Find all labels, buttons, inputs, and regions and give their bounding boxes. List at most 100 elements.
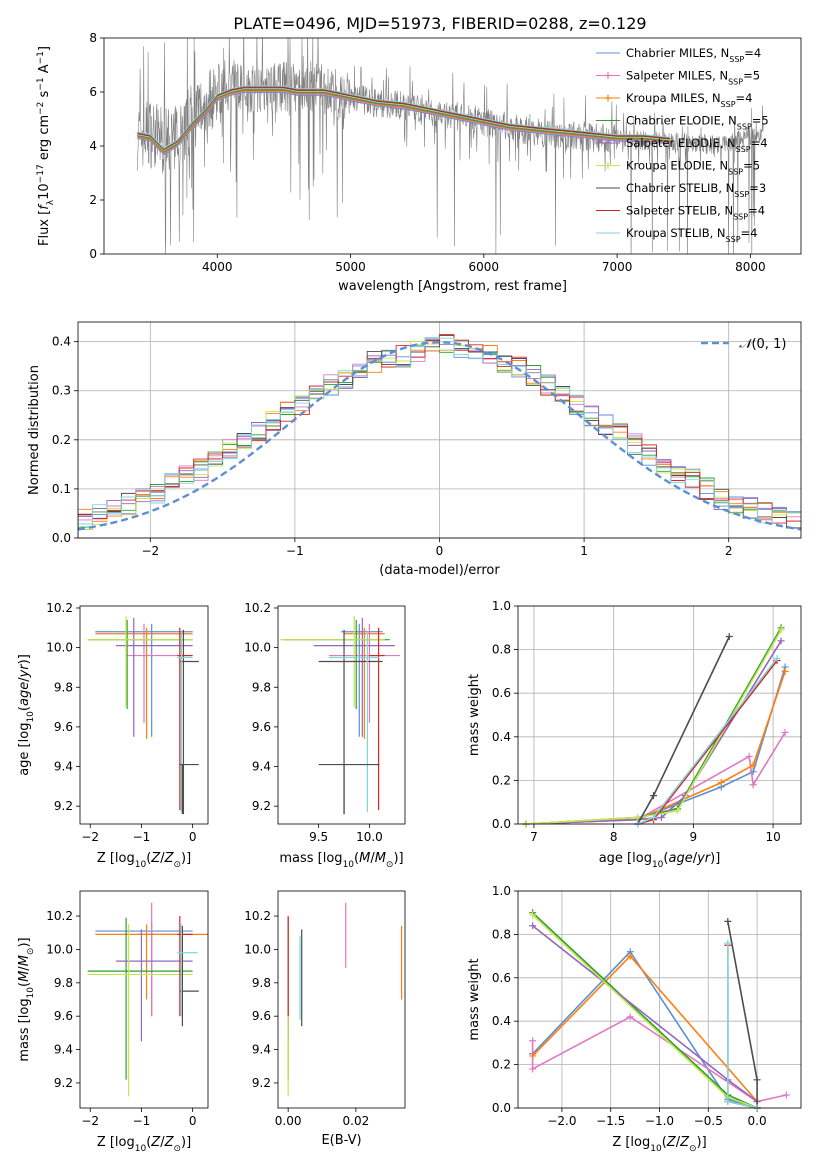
y-tick-label: 10.0: [46, 942, 73, 956]
y-tick-label: 0.6: [492, 686, 511, 700]
axes-frame: [517, 605, 802, 825]
age-vs-Z-panel: −2 −1 0 9.2 9.4 9.6 9.8 10.0 10.2 Z [log10(Z/Z⊙)]…: [17, 601, 209, 870]
x-tick-label: 7000: [602, 260, 633, 274]
y-tick-label: 0.2: [492, 1058, 511, 1072]
model-spectrum-line: [137, 91, 671, 155]
x-tick-label: −2: [141, 544, 159, 558]
y-tick-label: 10.0: [46, 641, 73, 655]
y-tick-label: 0.2: [492, 773, 511, 787]
mass-vs-EBV-panel: 0.00 0.02 9.2 9.4 9.6 9.8 10.0 10.2 E(B-V): [244, 890, 406, 1148]
legend-entry: Salpeter ELODIE, NSSP=4: [626, 136, 768, 154]
x-tick-label: 0: [189, 1114, 197, 1128]
y-tick-label: 4: [89, 139, 97, 153]
histogram-step: [78, 337, 801, 538]
series-point: [781, 667, 789, 675]
y-tick-label: 10.2: [244, 601, 271, 615]
series-point: [749, 781, 757, 789]
axis-label: mass [log10(M/M⊙)]: [17, 937, 36, 1061]
x-tick-label: 8000: [735, 260, 766, 274]
x-tick-label: −2.0: [547, 1114, 576, 1128]
series-point: [650, 813, 658, 821]
legend-entry: Kroupa STELIB, NSSP=4: [626, 226, 757, 244]
x-axis-label: age [log10(age/yr)]: [599, 851, 721, 870]
x-axis-label: (data-model)/error: [379, 563, 500, 578]
x-tick-label: 9.5: [309, 830, 328, 844]
x-tick-label: −1: [133, 830, 151, 844]
legend-marker: [604, 162, 612, 169]
y-tick-label: 9.4: [252, 760, 271, 774]
y-tick-label: 9.4: [54, 1043, 73, 1057]
series-point: [717, 779, 725, 787]
y-tick-label: 1.0: [492, 599, 511, 613]
y-tick-label: 9.2: [252, 799, 271, 813]
model-spectrum-line: [137, 89, 671, 153]
y-axis-label: age [log10(age/yr)]: [17, 654, 36, 776]
model-spectrum-line: [137, 92, 671, 156]
model-spectrum-line: [137, 85, 671, 149]
legend-entry: Salpeter MILES, NSSP=5: [626, 69, 760, 87]
x-tick-label: 8: [610, 830, 618, 844]
x-tick-label: −1.5: [596, 1114, 625, 1128]
axes-frame: [77, 321, 802, 539]
axes-frame: [277, 890, 406, 1109]
x-tick-label: −0.5: [694, 1114, 723, 1128]
series-line: [525, 671, 786, 824]
series-point: [749, 761, 757, 769]
y-axis-label: mass weight: [467, 958, 482, 1040]
series-point: [724, 917, 732, 925]
axes-frame: [277, 605, 406, 825]
series-point: [634, 813, 642, 821]
y-tick-label: 10.2: [244, 909, 271, 923]
x-tick-label: −2: [81, 1114, 99, 1128]
series-line: [532, 925, 758, 1103]
legend-marker: [604, 72, 612, 79]
x-tick-label: 1: [580, 544, 588, 558]
y-tick-label: 9.2: [54, 799, 73, 813]
x-tick-label: 9: [690, 830, 698, 844]
y-tick-label: 10.2: [46, 909, 73, 923]
series-point: [673, 807, 681, 815]
series-point: [745, 752, 753, 760]
axis-label: mass [log10(M/M⊙)]: [279, 851, 403, 870]
x-tick-label: −1: [133, 1114, 151, 1128]
y-tick-label: 8: [89, 31, 97, 45]
legend-marker: [604, 94, 612, 102]
series-point: [782, 1091, 790, 1099]
y-tick-label: 0: [89, 247, 97, 261]
histogram-step: [78, 335, 801, 538]
y-tick-label: 9.4: [54, 760, 73, 774]
y-tick-label: 0.3: [52, 384, 71, 398]
y-tick-label: 9.8: [252, 680, 271, 694]
series-point: [724, 939, 732, 947]
x-tick-label: 0.0: [748, 1114, 767, 1128]
x-tick-label: 0: [436, 544, 444, 558]
y-tick-label: 0.8: [492, 643, 511, 657]
series-point: [777, 626, 785, 634]
y-tick-label: 0.0: [52, 531, 71, 545]
legend-entry: Kroupa MILES, NSSP=4: [626, 91, 752, 109]
x-tick-label: −2: [81, 830, 99, 844]
normal-reference-curve: [78, 340, 801, 531]
x-tick-label: 6000: [469, 260, 500, 274]
legend-entry: Chabrier MILES, NSSP=4: [626, 46, 761, 64]
y-axis-label: Normed distribution: [27, 365, 42, 495]
series-line: [727, 921, 758, 1108]
model-spectrum-line: [137, 88, 671, 152]
axis-label: Z [log10(Z/Z⊙)]: [612, 1135, 706, 1154]
model-spectrum-line: [137, 86, 671, 150]
x-tick-label: −1: [286, 544, 304, 558]
massweight-vs-age-panel: 7 8 9 10 0.0 0.2 0.4 0.6 0.8 1.0 age [log10(age/yr…: [467, 599, 802, 870]
y-tick-label: 1.0: [492, 884, 511, 898]
series-point: [626, 952, 634, 960]
residuals-panel: −2 −1 0 1 2 0.0 0.1 0.2 0.3 0.4 (data-model)/error…: [27, 321, 802, 578]
series-point: [529, 1065, 537, 1073]
series-point: [781, 728, 789, 736]
y-tick-label: 9.8: [54, 976, 73, 990]
y-axis-label: mass weight: [467, 674, 482, 756]
series-point: [777, 637, 785, 645]
figure-title: PLATE=0496, MJD=51973, FIBERID=0288, z=0…: [233, 14, 646, 33]
y-tick-label: 9.8: [54, 680, 73, 694]
x-tick-label: 0: [189, 830, 197, 844]
series-line: [525, 731, 786, 824]
y-tick-label: 0.0: [492, 1101, 511, 1115]
